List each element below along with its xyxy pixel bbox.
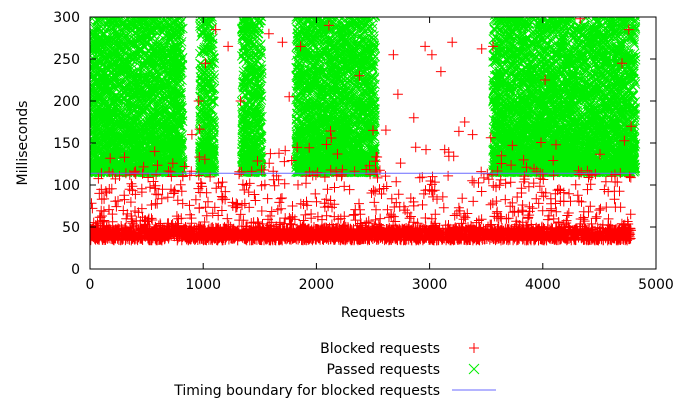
y-tick-label: 50 [62, 220, 80, 236]
y-axis: 0 50 100 150 200 250 300 [53, 10, 656, 278]
y-tick-label: 150 [53, 136, 80, 152]
y-tick-label: 250 [53, 52, 80, 68]
x-tick-label: 1000 [185, 277, 221, 293]
x-axis: 0 1000 2000 3000 4000 5000 [86, 17, 674, 293]
y-axis-label: Milliseconds [15, 101, 31, 186]
passed-requests-points [90, 17, 641, 178]
legend: Blocked requests Passed requests Timing … [173, 341, 496, 399]
legend-label-passed: Passed requests [327, 362, 440, 378]
x-axis-label: Requests [341, 305, 405, 321]
legend-plus [469, 343, 479, 353]
x-tick-label: 3000 [412, 277, 448, 293]
y-tick-label: 0 [71, 262, 80, 278]
y-tick-label: 100 [53, 178, 80, 194]
legend-label-boundary: Timing boundary for blocked requests [173, 383, 440, 399]
x-tick-label: 2000 [299, 277, 335, 293]
legend-marker-passed [468, 363, 480, 375]
x-tick-label: 5000 [638, 277, 674, 293]
y-tick-label: 200 [53, 94, 80, 110]
legend-marker-blocked [469, 343, 479, 353]
blocked-requests-points [90, 17, 637, 246]
passed-request-markers [90, 17, 641, 178]
blocked-request-markers [90, 17, 637, 246]
x-tick-label: 4000 [525, 277, 561, 293]
y-tick-label: 300 [53, 10, 80, 26]
legend-label-blocked: Blocked requests [320, 341, 440, 357]
x-tick-label: 0 [86, 277, 95, 293]
legend-x [468, 363, 480, 375]
